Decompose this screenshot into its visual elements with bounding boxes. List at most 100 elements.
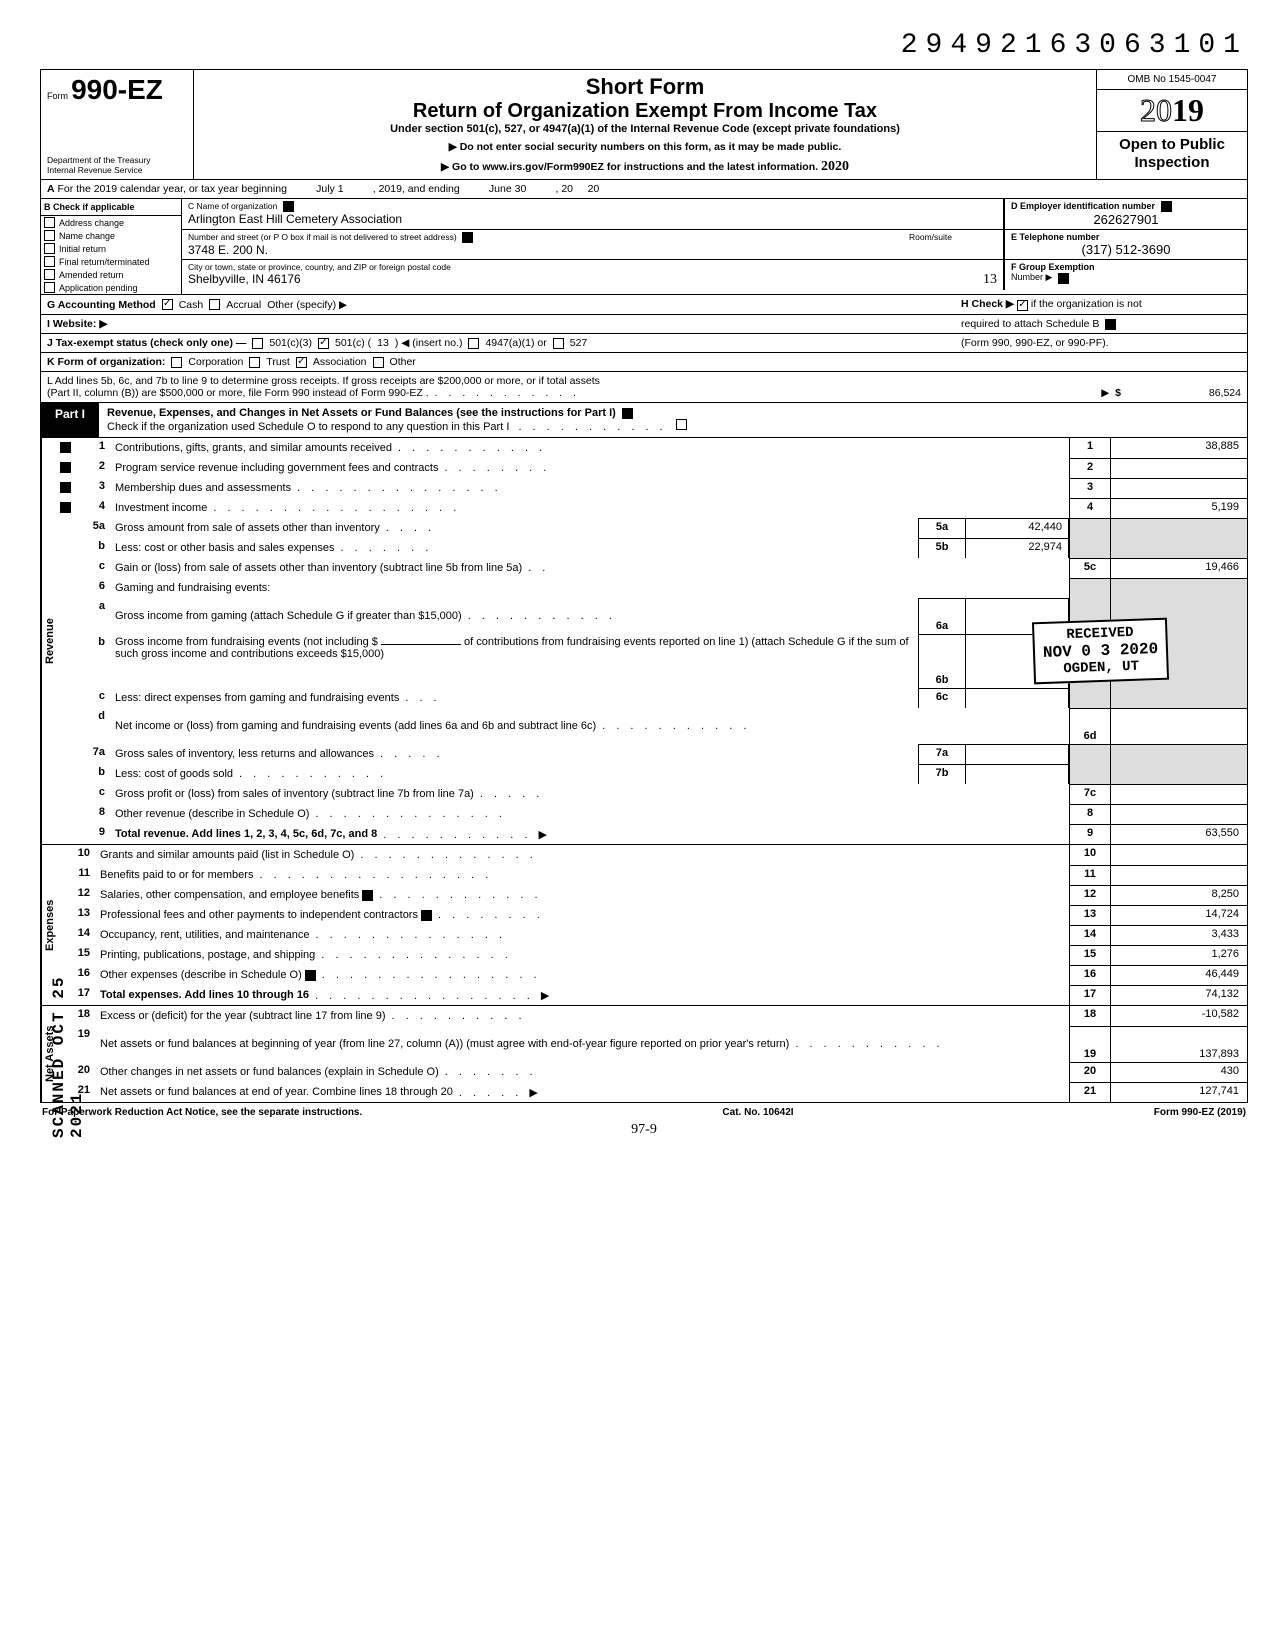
ln-19-val: 137,893 bbox=[1110, 1026, 1247, 1062]
tax-year-end: June 30 bbox=[489, 183, 526, 195]
chk-501c[interactable] bbox=[318, 338, 329, 349]
ln-5b-sub: 5b bbox=[918, 538, 966, 558]
lbl-trust: Trust bbox=[266, 356, 290, 368]
form-prefix: Form bbox=[47, 91, 68, 101]
ln-19-desc: Net assets or fund balances at beginning… bbox=[100, 1038, 789, 1050]
column-b-checkboxes: B Check if applicable Address change Nam… bbox=[41, 199, 182, 294]
ln-3-val bbox=[1110, 478, 1247, 498]
ln-17-box: 17 bbox=[1069, 985, 1110, 1005]
subtitle: Under section 501(c), 527, or 4947(a)(1)… bbox=[202, 123, 1088, 135]
row-a-text3: , 20 bbox=[555, 183, 573, 195]
l-arrow: ▶ bbox=[1101, 387, 1109, 399]
chk-trust[interactable] bbox=[249, 357, 260, 368]
chk-application-pending[interactable] bbox=[44, 282, 55, 293]
col-b-header: B Check if applicable bbox=[44, 202, 135, 212]
lbl-501c-b: ) ◀ (insert no.) bbox=[395, 337, 463, 349]
ln-7a-num: 7a bbox=[73, 744, 111, 764]
scanned-stamp: SCANNED OCT 25 2021 bbox=[50, 930, 86, 1138]
chk-final-return[interactable] bbox=[44, 256, 55, 267]
chk-accrual[interactable] bbox=[209, 299, 220, 310]
help-icon bbox=[305, 970, 316, 981]
phone-value: (317) 512-3690 bbox=[1011, 242, 1241, 257]
l-value: 86,524 bbox=[1121, 387, 1241, 399]
ln-14-box: 14 bbox=[1069, 925, 1110, 945]
lbl-address-change: Address change bbox=[59, 218, 124, 228]
ln-1-box: 1 bbox=[1069, 438, 1110, 458]
help-icon bbox=[1058, 273, 1069, 284]
ln-12-box: 12 bbox=[1069, 885, 1110, 905]
ln-4-num: 4 bbox=[73, 498, 111, 518]
ln-8-num: 8 bbox=[73, 804, 111, 824]
lbl-501c3: 501(c)(3) bbox=[269, 337, 312, 349]
ln-2-box: 2 bbox=[1069, 458, 1110, 478]
chk-initial-return[interactable] bbox=[44, 243, 55, 254]
ln-11-box: 11 bbox=[1069, 865, 1110, 885]
ln-21-box: 21 bbox=[1069, 1082, 1110, 1102]
tax-year-begin: July 1 bbox=[316, 183, 343, 195]
addr-value: 3748 E. 200 N. bbox=[188, 243, 899, 257]
ln-5a-sub: 5a bbox=[918, 518, 966, 538]
chk-address-change[interactable] bbox=[44, 217, 55, 228]
omb-number: OMB No 1545-0047 bbox=[1097, 70, 1247, 90]
chk-amended-return[interactable] bbox=[44, 269, 55, 280]
c-label: C Name of organization bbox=[188, 201, 277, 211]
ln-6c-num: c bbox=[73, 688, 111, 708]
document-number: 29492163063101 bbox=[40, 30, 1248, 61]
help-icon bbox=[362, 890, 373, 901]
addr-label: Number and street (or P O box if mail is… bbox=[188, 232, 457, 242]
ln-5a-shade-val bbox=[1110, 518, 1247, 538]
open-to-public: Open to Public bbox=[1099, 136, 1245, 154]
ln-6a-num: a bbox=[73, 598, 111, 634]
ln-7a-shade bbox=[1069, 744, 1110, 764]
ln-6-shade bbox=[1069, 578, 1110, 598]
ln-16-val: 46,449 bbox=[1110, 965, 1247, 985]
chk-h[interactable] bbox=[1017, 300, 1028, 311]
ln-18-box: 18 bbox=[1069, 1006, 1110, 1026]
dept-irs: Internal Revenue Service bbox=[47, 165, 187, 175]
ln-7b-sub: 7b bbox=[918, 764, 966, 784]
ln-1-desc: Contributions, gifts, grants, and simila… bbox=[115, 442, 392, 454]
chk-cash[interactable] bbox=[162, 299, 173, 310]
ln-6d-val bbox=[1110, 708, 1247, 744]
ln-9-num: 9 bbox=[73, 824, 111, 844]
ln-5a-desc: Gross amount from sale of assets other t… bbox=[115, 522, 380, 534]
ln-2-val bbox=[1110, 458, 1247, 478]
ln-12-desc: Salaries, other compensation, and employ… bbox=[100, 889, 359, 901]
f-label2: Number ▶ bbox=[1011, 272, 1052, 282]
ln-13-val: 14,724 bbox=[1110, 905, 1247, 925]
d-label: D Employer identification number bbox=[1011, 201, 1155, 211]
part-1-title: Revenue, Expenses, and Changes in Net As… bbox=[107, 407, 616, 419]
ln-5c-num: c bbox=[73, 558, 111, 578]
help-icon bbox=[60, 442, 71, 453]
ln-6c-desc: Less: direct expenses from gaming and fu… bbox=[115, 692, 399, 704]
lbl-other-method: Other (specify) ▶ bbox=[267, 299, 347, 311]
lbl-amended-return: Amended return bbox=[59, 270, 124, 280]
ln-3-box: 3 bbox=[1069, 478, 1110, 498]
expenses-section: Expenses 10 Grants and similar amounts p… bbox=[40, 845, 1248, 1006]
chk-name-change[interactable] bbox=[44, 230, 55, 241]
chk-527[interactable] bbox=[553, 338, 564, 349]
dept-treasury: Department of the Treasury bbox=[47, 155, 187, 165]
ln-21-desc: Net assets or fund balances at end of ye… bbox=[100, 1086, 453, 1098]
h-label: H Check ▶ bbox=[961, 298, 1014, 310]
ln-7a-sub: 7a bbox=[918, 744, 966, 764]
e-label: E Telephone number bbox=[1011, 232, 1099, 242]
help-icon bbox=[1161, 201, 1172, 212]
ln-6a-desc: Gross income from gaming (attach Schedul… bbox=[115, 610, 462, 622]
label-a: A bbox=[47, 183, 55, 195]
chk-corporation[interactable] bbox=[171, 357, 182, 368]
ln-3-desc: Membership dues and assessments bbox=[115, 482, 291, 494]
ln-8-desc: Other revenue (describe in Schedule O) bbox=[115, 808, 309, 820]
i-label: I Website: ▶ bbox=[47, 318, 107, 330]
chk-other-org[interactable] bbox=[373, 357, 384, 368]
ln-15-box: 15 bbox=[1069, 945, 1110, 965]
lbl-application-pending: Application pending bbox=[59, 283, 138, 293]
ln-18-val: -10,582 bbox=[1110, 1006, 1247, 1026]
room-label: Room/suite bbox=[909, 232, 952, 242]
ln-15-desc: Printing, publications, postage, and shi… bbox=[100, 949, 315, 961]
chk-schedule-o[interactable] bbox=[676, 419, 687, 430]
chk-501c3[interactable] bbox=[252, 338, 263, 349]
ln-7c-num: c bbox=[73, 784, 111, 804]
chk-4947[interactable] bbox=[468, 338, 479, 349]
chk-association[interactable] bbox=[296, 357, 307, 368]
